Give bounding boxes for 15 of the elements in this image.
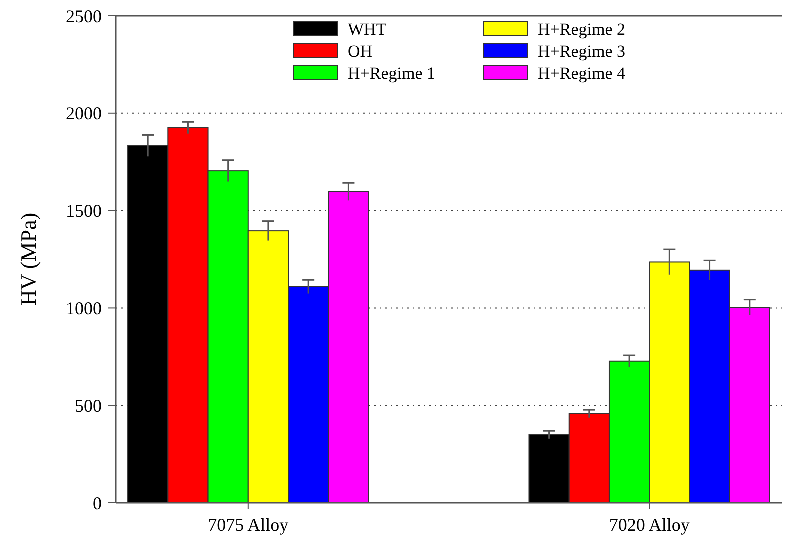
legend-label: H+Regime 3 — [538, 42, 626, 61]
legend-label: WHT — [348, 20, 388, 39]
y-axis-title: HV (MPa) — [16, 212, 41, 306]
y-tick-label: 2000 — [66, 104, 102, 124]
x-tick-label: 7020 Alloy — [609, 515, 690, 535]
y-tick-label: 0 — [93, 493, 102, 514]
legend-label: H+Regime 2 — [538, 20, 626, 39]
legend-label: H+Regime 4 — [538, 64, 626, 83]
legend-label: H+Regime 1 — [348, 64, 436, 83]
y-tick-label: 500 — [75, 396, 102, 416]
y-tick-label: 2500 — [66, 6, 102, 26]
x-tick-label: 7075 Alloy — [208, 515, 289, 535]
legend-label: OH — [348, 42, 373, 61]
y-tick-label: 1500 — [66, 201, 102, 222]
y-tick-label: 1000 — [66, 298, 102, 318]
